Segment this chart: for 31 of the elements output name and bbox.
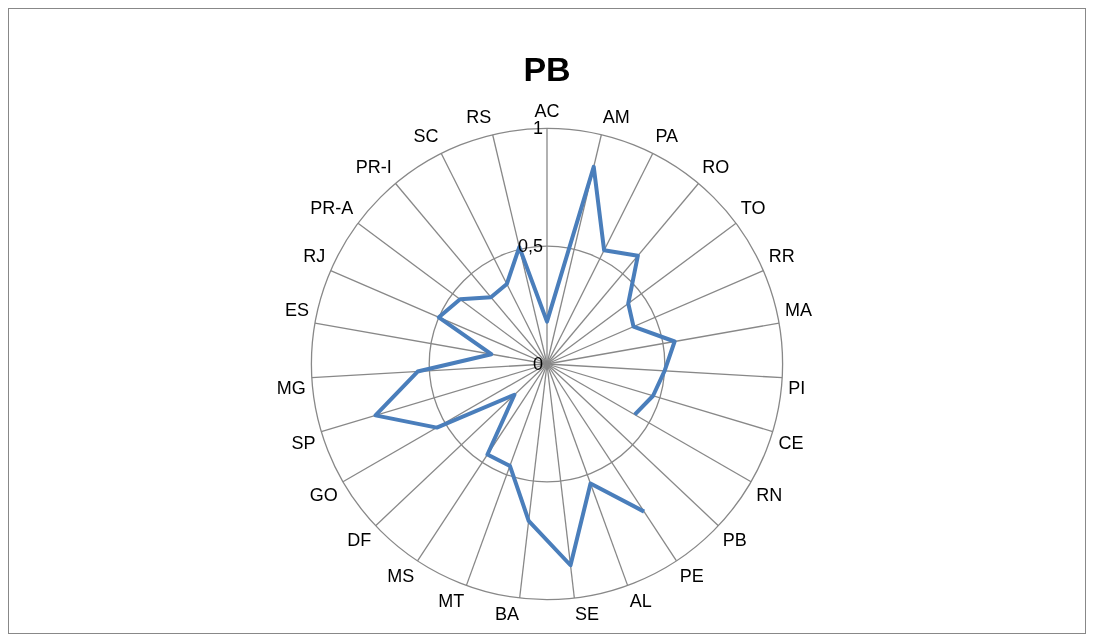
spoke-label: RO [702,157,730,178]
spoke-label: PB [722,529,747,550]
spoke-label: AM [602,107,630,128]
chart-title: PB [523,49,571,88]
spoke-label: SE [575,603,600,624]
y-tick-label: 0 [532,353,543,374]
spoke-label: PI [788,377,806,398]
spoke-label: MS [387,565,415,586]
spoke-label: CE [778,433,804,454]
spoke-label: MT [438,590,465,611]
spoke-label: RJ [303,246,326,267]
spoke-label: RN [756,484,783,505]
spoke-label: MG [276,377,306,398]
spoke-label: PR-A [310,197,354,218]
spoke-label: BA [494,603,519,624]
spoke-label: TO [740,197,766,218]
spoke-label: GO [309,484,338,505]
spoke-label: SC [413,126,439,147]
spoke-label: PE [679,565,704,586]
spoke-label: ES [285,300,310,321]
spoke-label: RS [466,107,492,128]
spoke-label: DF [347,529,372,550]
spoke-label: PA [655,126,679,147]
spoke-label: MA [784,300,812,321]
spoke-label: PR-I [355,157,392,178]
spoke-label: SP [291,433,316,454]
y-tick-label: 1 [532,118,543,139]
spoke-label: AC [534,100,560,121]
y-tick-label: 0,5 [517,236,543,257]
spoke-label: AL [629,590,652,611]
spoke-label: RR [768,246,795,267]
